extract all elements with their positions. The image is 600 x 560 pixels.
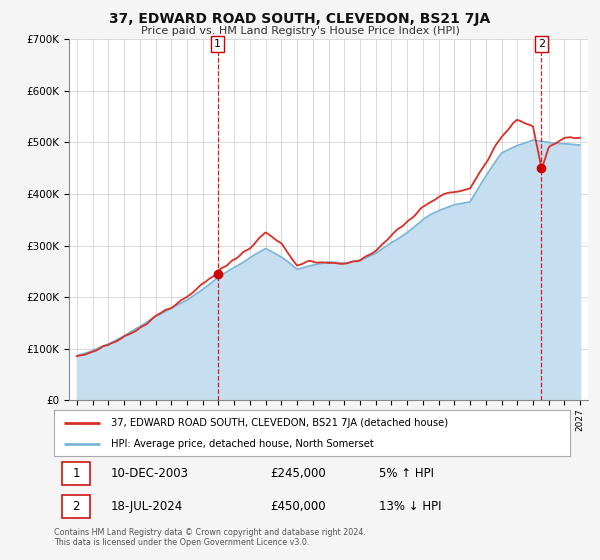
Text: 5% ↑ HPI: 5% ↑ HPI xyxy=(379,467,434,480)
Text: HPI: Average price, detached house, North Somerset: HPI: Average price, detached house, Nort… xyxy=(111,439,374,449)
Text: 2: 2 xyxy=(538,39,545,49)
Text: 1: 1 xyxy=(72,467,80,480)
Text: 1: 1 xyxy=(214,39,221,49)
Text: Price paid vs. HM Land Registry's House Price Index (HPI): Price paid vs. HM Land Registry's House … xyxy=(140,26,460,36)
Text: 10-DEC-2003: 10-DEC-2003 xyxy=(111,467,189,480)
Text: 37, EDWARD ROAD SOUTH, CLEVEDON, BS21 7JA (detached house): 37, EDWARD ROAD SOUTH, CLEVEDON, BS21 7J… xyxy=(111,418,448,428)
Text: £450,000: £450,000 xyxy=(271,500,326,513)
Text: 2: 2 xyxy=(72,500,80,513)
FancyBboxPatch shape xyxy=(62,495,90,518)
Text: Contains HM Land Registry data © Crown copyright and database right 2024.
This d: Contains HM Land Registry data © Crown c… xyxy=(54,528,366,547)
Text: £245,000: £245,000 xyxy=(271,467,326,480)
Text: 13% ↓ HPI: 13% ↓ HPI xyxy=(379,500,442,513)
Text: 18-JUL-2024: 18-JUL-2024 xyxy=(111,500,183,513)
Text: 37, EDWARD ROAD SOUTH, CLEVEDON, BS21 7JA: 37, EDWARD ROAD SOUTH, CLEVEDON, BS21 7J… xyxy=(109,12,491,26)
FancyBboxPatch shape xyxy=(62,462,90,486)
